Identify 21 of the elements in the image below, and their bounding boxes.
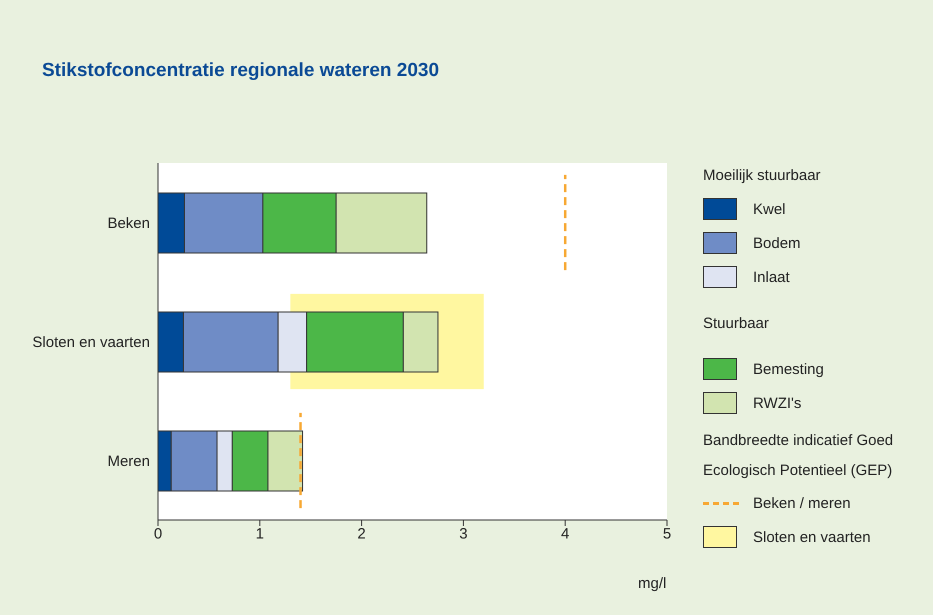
legend-label: RWZI's xyxy=(753,394,802,412)
x-tick-label: 3 xyxy=(459,526,468,543)
x-tick-label: 0 xyxy=(154,526,162,543)
legend-label: Bemesting xyxy=(753,360,824,378)
x-tick-label: 5 xyxy=(662,526,672,543)
y-tick-label: Beken xyxy=(107,214,150,232)
legend-label: Beken / meren xyxy=(753,494,851,512)
x-axis-title: mg/l xyxy=(638,575,666,592)
legend-label: Inlaat xyxy=(753,268,790,286)
legend-label: Bodem xyxy=(753,234,801,252)
text: Bandbreedte indicatief Goed Ecologisch Potentieel (GEP) xyxy=(703,431,894,481)
chart-title: Stikstofconcentratie regionale wateren 2030 xyxy=(42,60,440,82)
legend-label: Kwel xyxy=(753,200,786,218)
x-tick-label: 4 xyxy=(561,526,570,543)
x-tick-label: 1 xyxy=(256,526,264,543)
legend-label: Sloten en vaarten xyxy=(753,528,871,546)
y-tick-label: Sloten en vaarten xyxy=(32,334,150,351)
x-tick-label: 2 xyxy=(357,526,366,543)
text: Moeilijk stuurbaar xyxy=(703,166,822,186)
text: Stuurbaar xyxy=(703,314,770,334)
y-tick-label: Meren xyxy=(107,452,150,470)
